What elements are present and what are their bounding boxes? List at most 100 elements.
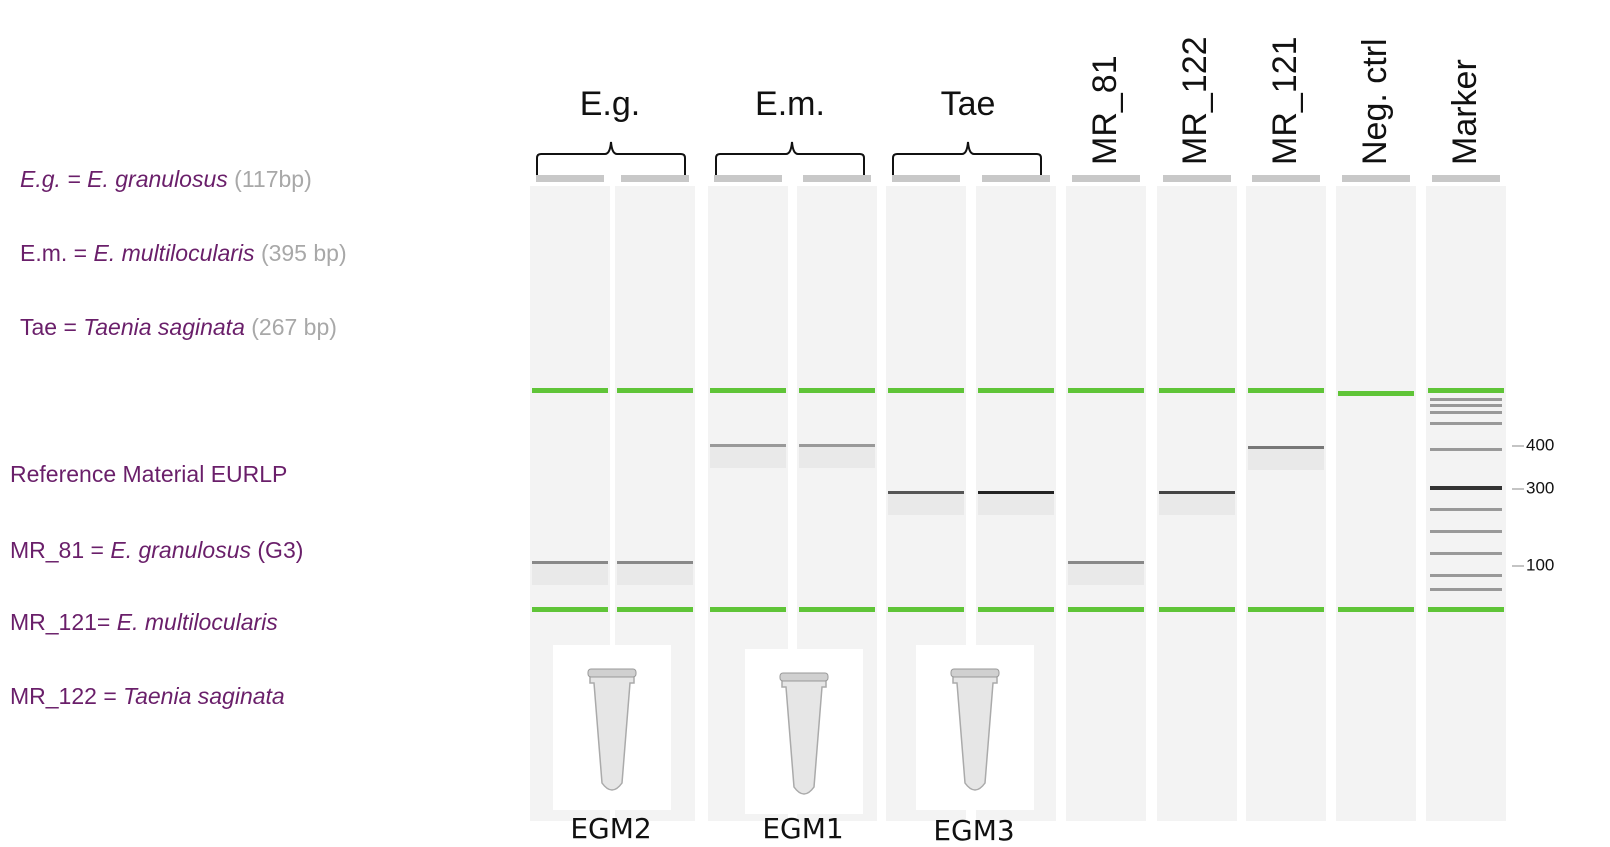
green-band: [617, 607, 693, 612]
band: [532, 561, 608, 564]
lane-label: MR_81: [1086, 55, 1124, 165]
legend-species: E. multilocularis: [94, 240, 256, 266]
green-band: [1068, 607, 1144, 612]
reference-species: Taenia saginata: [123, 683, 285, 709]
tube-cap: [780, 673, 828, 681]
band: [710, 444, 786, 447]
tubes: [553, 645, 1034, 814]
smear: [1159, 493, 1235, 515]
smear: [710, 446, 786, 468]
lane: [1066, 186, 1146, 821]
legend-prefix: E.m. =: [20, 240, 87, 266]
well: [892, 175, 960, 182]
well: [714, 175, 782, 182]
band: [617, 561, 693, 564]
group-label: E.g.: [580, 85, 640, 123]
well: [536, 175, 604, 182]
marker-band: [1430, 574, 1502, 577]
band: [888, 491, 964, 494]
tube-label: EGM3: [933, 814, 1014, 847]
marker-label: 400: [1526, 435, 1554, 454]
tube-cap: [588, 669, 636, 677]
marker-label: 100: [1526, 555, 1554, 574]
green-band: [1248, 607, 1324, 612]
reference-prefix: MR_81 =: [10, 537, 104, 563]
lane-label: MR_121: [1266, 36, 1304, 165]
band: [1068, 561, 1144, 564]
green-band: [1159, 607, 1235, 612]
marker-band: [1430, 486, 1502, 490]
marker-label: 300: [1526, 478, 1554, 497]
smear: [1248, 448, 1324, 470]
reference-suffix: (G3): [257, 537, 303, 563]
legend-item: E.g. = E. granulosus (117bp): [20, 166, 312, 192]
smear: [978, 493, 1054, 515]
group-label: E.m.: [755, 85, 825, 123]
marker-band: [1430, 404, 1502, 407]
marker-band: [1430, 448, 1502, 451]
marker-band: [1430, 588, 1502, 591]
green-band: [799, 607, 875, 612]
green-band: [1159, 388, 1235, 393]
green-band: [1068, 388, 1144, 393]
green-band: [1338, 607, 1414, 612]
well: [621, 175, 689, 182]
reference-species: E. multilocularis: [117, 609, 279, 635]
reference-heading: Reference Material EURLP: [10, 461, 287, 487]
smear: [888, 493, 964, 515]
marker-band: [1430, 411, 1502, 414]
braces: [537, 142, 1041, 175]
legend-size: (267 bp): [251, 314, 337, 340]
lane-label: Marker: [1446, 59, 1484, 165]
well: [1432, 175, 1500, 182]
reference-item: MR_121= E. multilocularis: [10, 609, 278, 635]
green-band: [978, 607, 1054, 612]
legend-prefix: Tae =: [20, 314, 77, 340]
marker-band: [1430, 552, 1502, 555]
well: [1163, 175, 1231, 182]
reference-item: MR_122 = Taenia saginata: [10, 683, 285, 709]
band: [1248, 446, 1324, 449]
group-label: Tae: [941, 85, 996, 123]
marker-band: [1430, 398, 1502, 401]
marker-ticks: [1512, 446, 1524, 566]
legend-species: E. granulosus: [87, 166, 228, 192]
marker-band: [1430, 422, 1502, 425]
green-band: [1428, 607, 1504, 612]
legend-size: (117bp): [234, 166, 312, 192]
band: [799, 444, 875, 447]
green-band: [532, 388, 608, 393]
lane-label: MR_122: [1176, 36, 1214, 165]
figure: E.g. = E. granulosus (117bp) E.m. = E. m…: [0, 0, 1610, 847]
green-band: [710, 607, 786, 612]
green-band: [532, 607, 608, 612]
lane: [1336, 186, 1416, 821]
legend-prefix: E.g. =: [20, 166, 81, 192]
legend-item: E.m. = E. multilocularis (395 bp): [20, 240, 347, 266]
well: [1072, 175, 1140, 182]
smear: [799, 446, 875, 468]
tube-label: EGM1: [762, 812, 843, 845]
band: [1159, 491, 1235, 494]
legend-size: (395 bp): [261, 240, 347, 266]
marker-band: [1430, 530, 1502, 533]
smear: [617, 563, 693, 585]
green-band: [710, 388, 786, 393]
well: [982, 175, 1050, 182]
page: E.g. = E. granulosus (117bp) E.m. = E. m…: [0, 0, 1610, 847]
tube-label: EGM2: [570, 812, 651, 845]
green-band: [799, 388, 875, 393]
reference-prefix: MR_122 =: [10, 683, 117, 709]
reference-species: E. granulosus: [110, 537, 251, 563]
green-band: [1248, 388, 1324, 393]
marker-band: [1430, 508, 1502, 511]
well: [1342, 175, 1410, 182]
reference-item: MR_81 = E. granulosus (G3): [10, 537, 303, 563]
legend-item: Tae = Taenia saginata (267 bp): [20, 314, 337, 340]
well: [803, 175, 871, 182]
green-band: [978, 388, 1054, 393]
smear: [1068, 563, 1144, 585]
tube-cap: [951, 669, 999, 677]
lane-label: Neg. ctrl: [1356, 38, 1394, 165]
lane: [1426, 186, 1506, 821]
